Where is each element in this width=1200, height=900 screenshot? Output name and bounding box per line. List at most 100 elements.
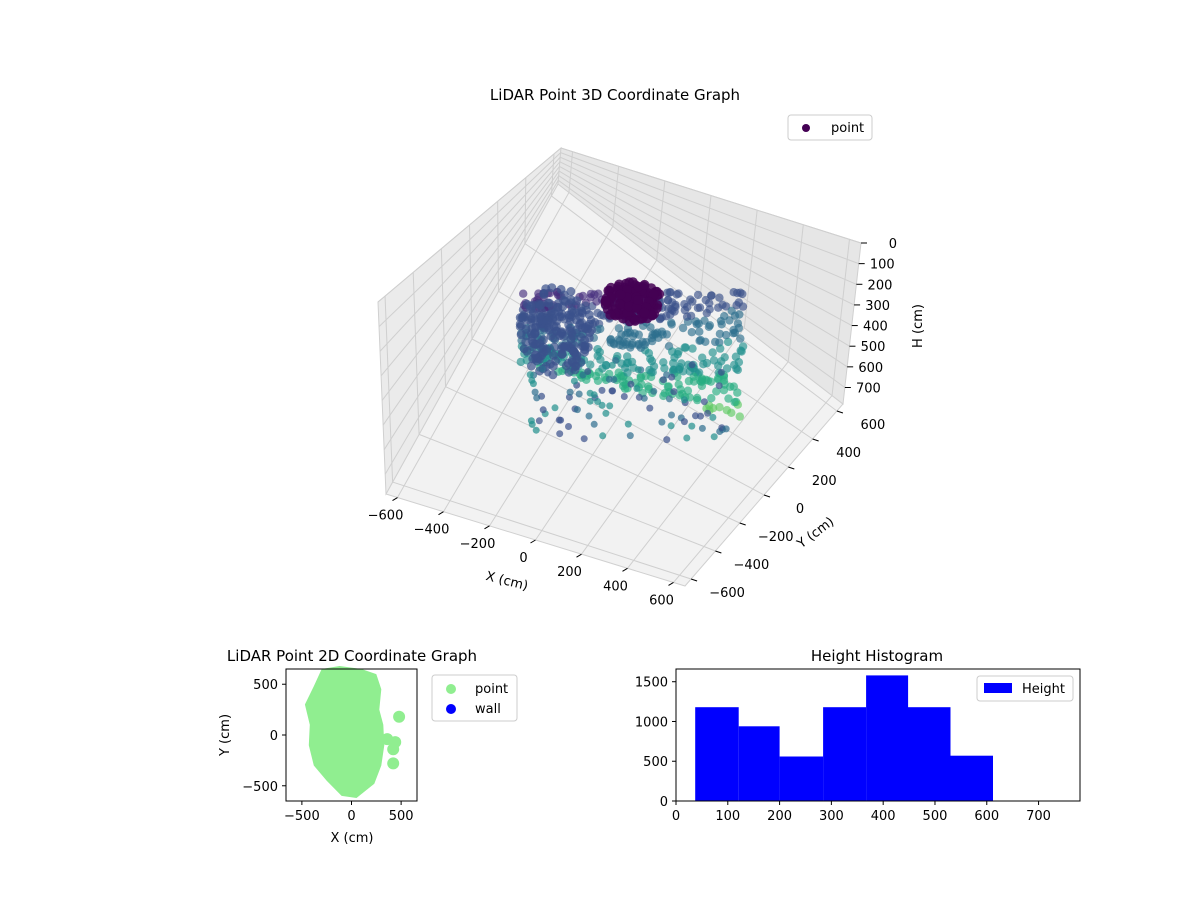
- plot-3d-point: [614, 324, 624, 333]
- plot-3d-point: [606, 338, 615, 347]
- plot-3d-point: [648, 336, 657, 346]
- plot-3d-xtick: [530, 539, 536, 544]
- plot-3d-grid-z-back: [558, 179, 846, 388]
- plot-3d: LiDAR Point 3D Coordinate Graph −600 −400…: [368, 86, 926, 608]
- plot-3d-point: [701, 337, 710, 346]
- plot-2d-ytick-label: 0: [270, 729, 278, 744]
- plot-3d-point: [564, 310, 574, 320]
- plot-3d-point: [724, 394, 733, 403]
- plot-3d-xtick: [392, 497, 398, 501]
- plot-3d-point: [639, 279, 650, 290]
- plot-3d-grid-y-floor: [524, 243, 813, 440]
- plot-3d-point: [670, 366, 678, 373]
- plot-3d-ylabel: Y (cm): [794, 515, 837, 553]
- plot-3d-point: [715, 403, 724, 412]
- plot-3d-point: [615, 289, 626, 300]
- plot-3d-point: [551, 404, 559, 412]
- plot-3d-point: [558, 342, 568, 352]
- plot-3d-point: [646, 404, 654, 412]
- plot-2d-ytick-label: −500: [242, 780, 278, 795]
- plot-3d-point: [665, 288, 674, 297]
- plot-3d-point: [610, 376, 618, 383]
- plot-3d-point: [688, 344, 697, 353]
- plot-3d-point: [717, 368, 725, 376]
- plot-3d-point: [595, 347, 604, 357]
- plot-3d-point: [680, 300, 689, 309]
- plot-3d-point: [721, 302, 731, 311]
- plot-3d-point: [519, 289, 528, 298]
- plot-3d-point: [620, 393, 628, 400]
- plot-3d-point: [584, 368, 592, 375]
- plot-3d-grid-z-left: [378, 152, 561, 327]
- plot-3d-point: [576, 332, 586, 342]
- histogram-bar: [779, 756, 824, 801]
- plot-3d-point: [647, 310, 658, 321]
- plot-3d-point: [732, 301, 741, 310]
- plot-3d-grid-y-wall: [384, 296, 394, 483]
- plot-3d-point: [536, 356, 544, 364]
- plot-histogram-xtick-label: 100: [715, 809, 740, 824]
- plot-3d-point: [586, 389, 594, 397]
- plot-3d-ytick-label: 600: [861, 418, 886, 433]
- plot-3d-point: [668, 411, 675, 419]
- plot-3d-xtick-label: 0: [519, 551, 527, 566]
- plot-3d-grid-z-back: [558, 170, 850, 347]
- plot-3d-point: [533, 394, 541, 402]
- plot-histogram-ticks: 0 100 200 300 400 500 600 700 0 500 1000 1500: [635, 676, 1051, 824]
- plot-3d-point: [587, 325, 597, 335]
- plot-3d-point: [635, 393, 643, 401]
- plot-3d-point: [593, 376, 603, 385]
- plot-3d-point: [688, 361, 696, 369]
- plot-3d-point: [627, 380, 635, 388]
- plot-3d-point: [614, 299, 625, 310]
- plot-3d-grid-x-wall: [612, 166, 620, 227]
- plot-histogram-xtick-label: 200: [767, 809, 792, 824]
- plot-3d-point: [692, 412, 699, 420]
- histogram-bar: [908, 707, 951, 801]
- plot-3d-point: [678, 323, 688, 333]
- plot-3d-point: [605, 309, 616, 320]
- plot-histogram-xtick-label: 300: [819, 809, 844, 824]
- plot-3d-point: [716, 316, 726, 326]
- plot-3d-point: [689, 377, 699, 386]
- plot-histogram-xtick-label: 600: [974, 809, 999, 824]
- plot-3d-ztick-label: 100: [870, 258, 895, 273]
- plot-3d-point: [577, 306, 586, 316]
- plot-2d-legend: point wall: [431, 674, 518, 722]
- plot-3d-point: [688, 422, 696, 430]
- plot-3d-xtick: [438, 511, 444, 516]
- plot-3d-point: [528, 309, 538, 319]
- plot-3d-point: [539, 406, 547, 414]
- plot-3d-point: [557, 327, 567, 337]
- plot-3d-grid-z-back: [560, 156, 857, 285]
- plot-3d-point: [660, 389, 669, 398]
- plot-3d-point: [636, 373, 645, 382]
- plot-3d-point: [667, 422, 675, 430]
- plot-3d-point: [531, 388, 539, 396]
- plot-3d-point: [658, 330, 667, 339]
- plot-3d-point: [546, 331, 556, 341]
- plot-3d-point: [722, 406, 732, 415]
- plot-3d-point: [716, 344, 725, 353]
- plot-3d-point: [700, 398, 708, 406]
- plot-3d-grid-z-back: [560, 147, 862, 244]
- plot-3d-point: [532, 426, 540, 434]
- plot-3d-point: [528, 342, 538, 352]
- plot-3d-point: [680, 418, 688, 426]
- plot-2d-point: [389, 736, 402, 749]
- plot-3d-point: [606, 402, 614, 410]
- plot-3d-point: [702, 308, 711, 318]
- plot-3d-grid-y-wall: [412, 272, 420, 435]
- histogram-bar: [823, 707, 867, 801]
- plot-3d-point: [733, 388, 742, 397]
- plot-3d-point: [542, 316, 552, 325]
- plot-2d-xtick-label: 0: [347, 809, 355, 824]
- plot-3d-point: [729, 329, 738, 338]
- plot-3d-point: [544, 369, 552, 377]
- plot-3d-point: [668, 373, 676, 381]
- plot-2d-body: [285, 666, 418, 802]
- plot-3d-point: [566, 388, 574, 396]
- plot-3d-xtick: [576, 553, 582, 558]
- plot-3d-point: [707, 291, 716, 300]
